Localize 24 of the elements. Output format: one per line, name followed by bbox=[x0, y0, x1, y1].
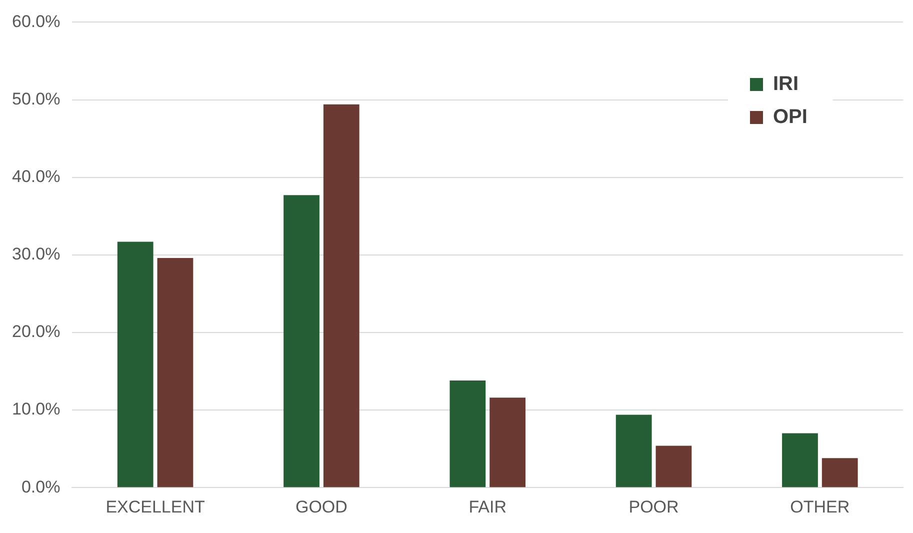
y-tick-label: 50.0% bbox=[12, 89, 60, 108]
bar bbox=[490, 398, 526, 488]
bar bbox=[616, 414, 652, 488]
bar bbox=[782, 433, 818, 488]
y-tick-label: 60.0% bbox=[12, 12, 60, 31]
y-tick-label: 0.0% bbox=[21, 477, 60, 496]
legend-label: OPI bbox=[773, 106, 808, 130]
x-tick-label: EXCELLENT bbox=[106, 497, 205, 516]
bar bbox=[822, 458, 858, 488]
x-tick-label: POOR bbox=[628, 497, 679, 516]
x-tick-label: OTHER bbox=[790, 497, 850, 516]
bar bbox=[284, 195, 320, 488]
bar bbox=[117, 242, 154, 488]
x-tick-label: FAIR bbox=[468, 497, 506, 516]
bar bbox=[450, 380, 486, 488]
x-tick-label: GOOD bbox=[295, 497, 348, 516]
legend-label: IRI bbox=[773, 73, 799, 96]
bar bbox=[323, 104, 360, 488]
y-tick-label: 40.0% bbox=[12, 167, 60, 186]
bar bbox=[656, 446, 692, 488]
y-tick-label: 20.0% bbox=[12, 322, 60, 342]
bar bbox=[157, 258, 194, 488]
y-tick-label: 10.0% bbox=[12, 400, 60, 419]
y-tick-label: 30.0% bbox=[12, 244, 60, 264]
